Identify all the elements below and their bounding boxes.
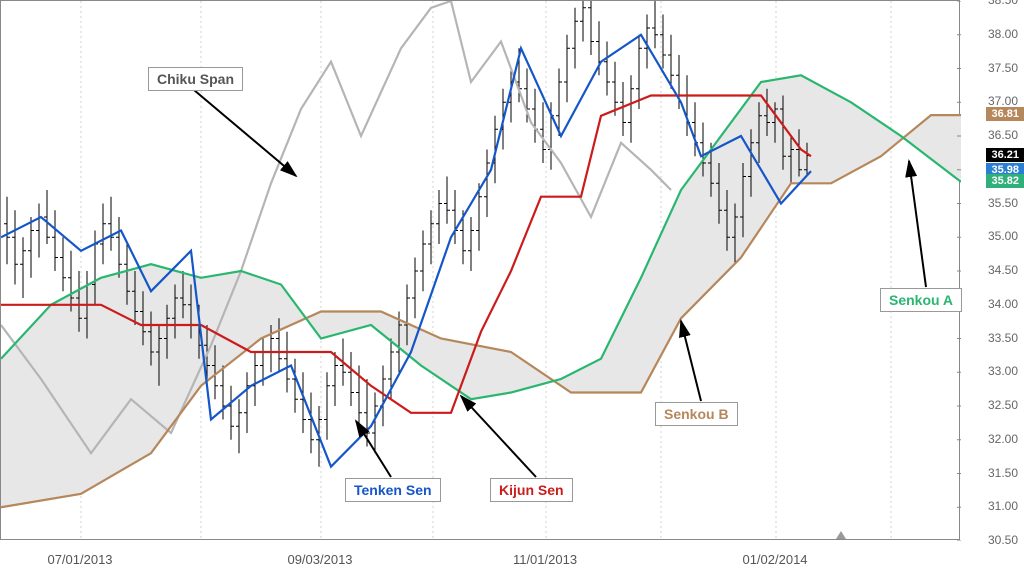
y-tick: 38.50 [988,0,1018,7]
series-label: Chiku Span [148,67,243,91]
series-label: Senkou A [880,288,962,312]
x-tick: 09/03/2013 [287,552,352,567]
price-tag: 36.81 [986,107,1024,121]
series-label: Senkou B [655,402,738,426]
y-tick: 34.50 [988,263,1018,277]
y-tick: 32.00 [988,432,1018,446]
y-tick: 35.00 [988,229,1018,243]
label-arrow [356,421,391,477]
ichimoku-cloud [1,75,961,507]
x-tick: 07/01/2013 [47,552,112,567]
price-tag: 35.82 [986,174,1024,188]
y-tick: 35.50 [988,196,1018,210]
series-label: Kijun Sen [490,478,573,502]
y-tick: 32.50 [988,398,1018,412]
chart-plot [0,0,960,540]
y-tick: 38.00 [988,27,1018,41]
y-tick: 34.00 [988,297,1018,311]
label-arrow [461,396,536,477]
label-arrow [194,90,296,176]
y-tick: 37.50 [988,61,1018,75]
x-tick: 11/01/2013 [513,552,577,567]
y-tick: 31.00 [988,499,1018,513]
label-arrow [681,321,701,401]
y-tick: 31.50 [988,466,1018,480]
x-tick: 01/02/2014 [742,552,807,567]
marker-triangle [836,531,846,539]
x-axis: 07/01/2013 09/03/2013 11/01/2013 01/02/2014 [0,540,960,576]
y-tick: 36.50 [988,128,1018,142]
y-tick: 30.50 [988,533,1018,547]
label-arrow [909,161,926,287]
y-tick: 33.50 [988,331,1018,345]
y-tick: 33.00 [988,364,1018,378]
price-tag: 36.21 [986,148,1024,162]
y-axis: 30.5031.0031.5032.0032.5033.0033.5034.00… [960,0,1024,540]
series-label: Tenken Sen [345,478,441,502]
